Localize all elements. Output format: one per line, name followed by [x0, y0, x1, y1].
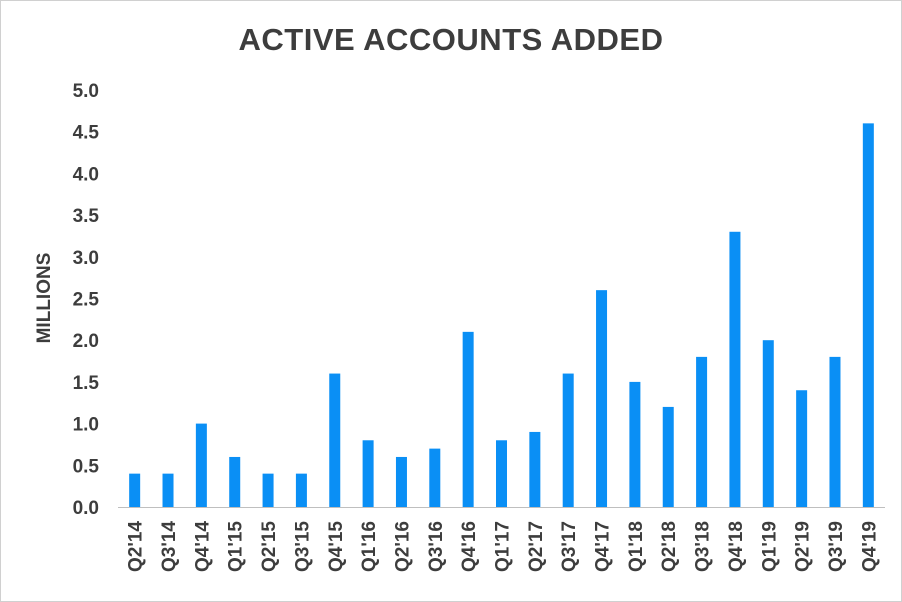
y-tick-label: 2.5 [73, 290, 100, 311]
bar [129, 473, 141, 507]
bar [429, 448, 441, 507]
y-tick-label: 1.5 [73, 373, 100, 394]
bar [496, 440, 507, 507]
y-tick-label: 5.0 [73, 81, 99, 102]
bar [395, 456, 407, 507]
x-tick-label: Q4'14 [192, 521, 213, 572]
bar [596, 290, 608, 507]
bar [229, 456, 241, 507]
y-tick-label: 1.0 [73, 415, 99, 436]
y-tick-label: 0.0 [73, 498, 99, 519]
bar [729, 231, 741, 507]
bar [562, 373, 574, 507]
bar-series [129, 123, 874, 508]
bar [762, 340, 774, 507]
x-tick-label: Q3'14 [159, 521, 180, 572]
x-tick-label: Q4'17 [593, 521, 614, 572]
bar [162, 473, 174, 507]
y-tick-label: 0.5 [73, 456, 100, 477]
bar [796, 390, 808, 507]
x-tick-label: Q1'18 [626, 521, 647, 572]
bar [629, 381, 641, 507]
bar [829, 356, 841, 507]
y-tick-label: 2.0 [73, 331, 99, 352]
x-axis: Q2'14 Q3'14 Q4'14 Q1'15 Q2'15 Q3'15 Q4'15 Q1'16… [118, 507, 885, 572]
y-tick-label: 4.0 [73, 164, 99, 185]
x-tick-label: Q2'15 [259, 521, 280, 572]
x-tick-label: Q3'18 [693, 521, 714, 572]
x-tick-label: Q4'16 [459, 521, 480, 572]
bar [529, 431, 541, 507]
x-tick-label: Q1'19 [759, 521, 780, 572]
y-tick-label: 4.5 [73, 123, 100, 144]
y-axis: 0.0 0.5 1.0 1.5 2.0 2.5 3.0 3.5 4.0 4.5 5.0 [73, 81, 100, 519]
x-tick-label: Q3'16 [426, 521, 447, 572]
x-tick-label: Q1'15 [226, 521, 247, 572]
y-tick-label: 3.0 [73, 248, 99, 269]
x-tick-label: Q1'16 [359, 521, 380, 572]
x-tick-label: Q4'15 [326, 521, 347, 572]
bar [195, 423, 207, 507]
x-tick-label: Q4'19 [859, 521, 880, 572]
x-tick-label: Q3'15 [292, 521, 313, 572]
x-tick-label: Q4'18 [726, 521, 747, 572]
x-tick-label: Q2'18 [659, 521, 680, 572]
x-tick-label: Q2'19 [793, 521, 814, 572]
x-tick-label: Q2'14 [126, 521, 147, 572]
x-tick-label: Q2'17 [526, 521, 547, 572]
bar [696, 356, 708, 507]
bar [362, 440, 374, 507]
bar [662, 406, 674, 507]
x-tick-label: Q3'19 [826, 521, 847, 572]
y-axis-label: MILLIONS [34, 253, 55, 344]
x-tick-label: Q3'17 [559, 521, 580, 572]
bar [462, 331, 474, 507]
x-tick-label: Q1'17 [493, 521, 514, 572]
bar [295, 473, 307, 507]
bar [862, 123, 874, 508]
bar [262, 473, 274, 507]
x-tick-label: Q2'16 [392, 521, 413, 572]
bar [329, 373, 341, 507]
y-tick-label: 3.5 [73, 206, 100, 227]
chart-title: ACTIVE ACCOUNTS ADDED [238, 22, 664, 57]
